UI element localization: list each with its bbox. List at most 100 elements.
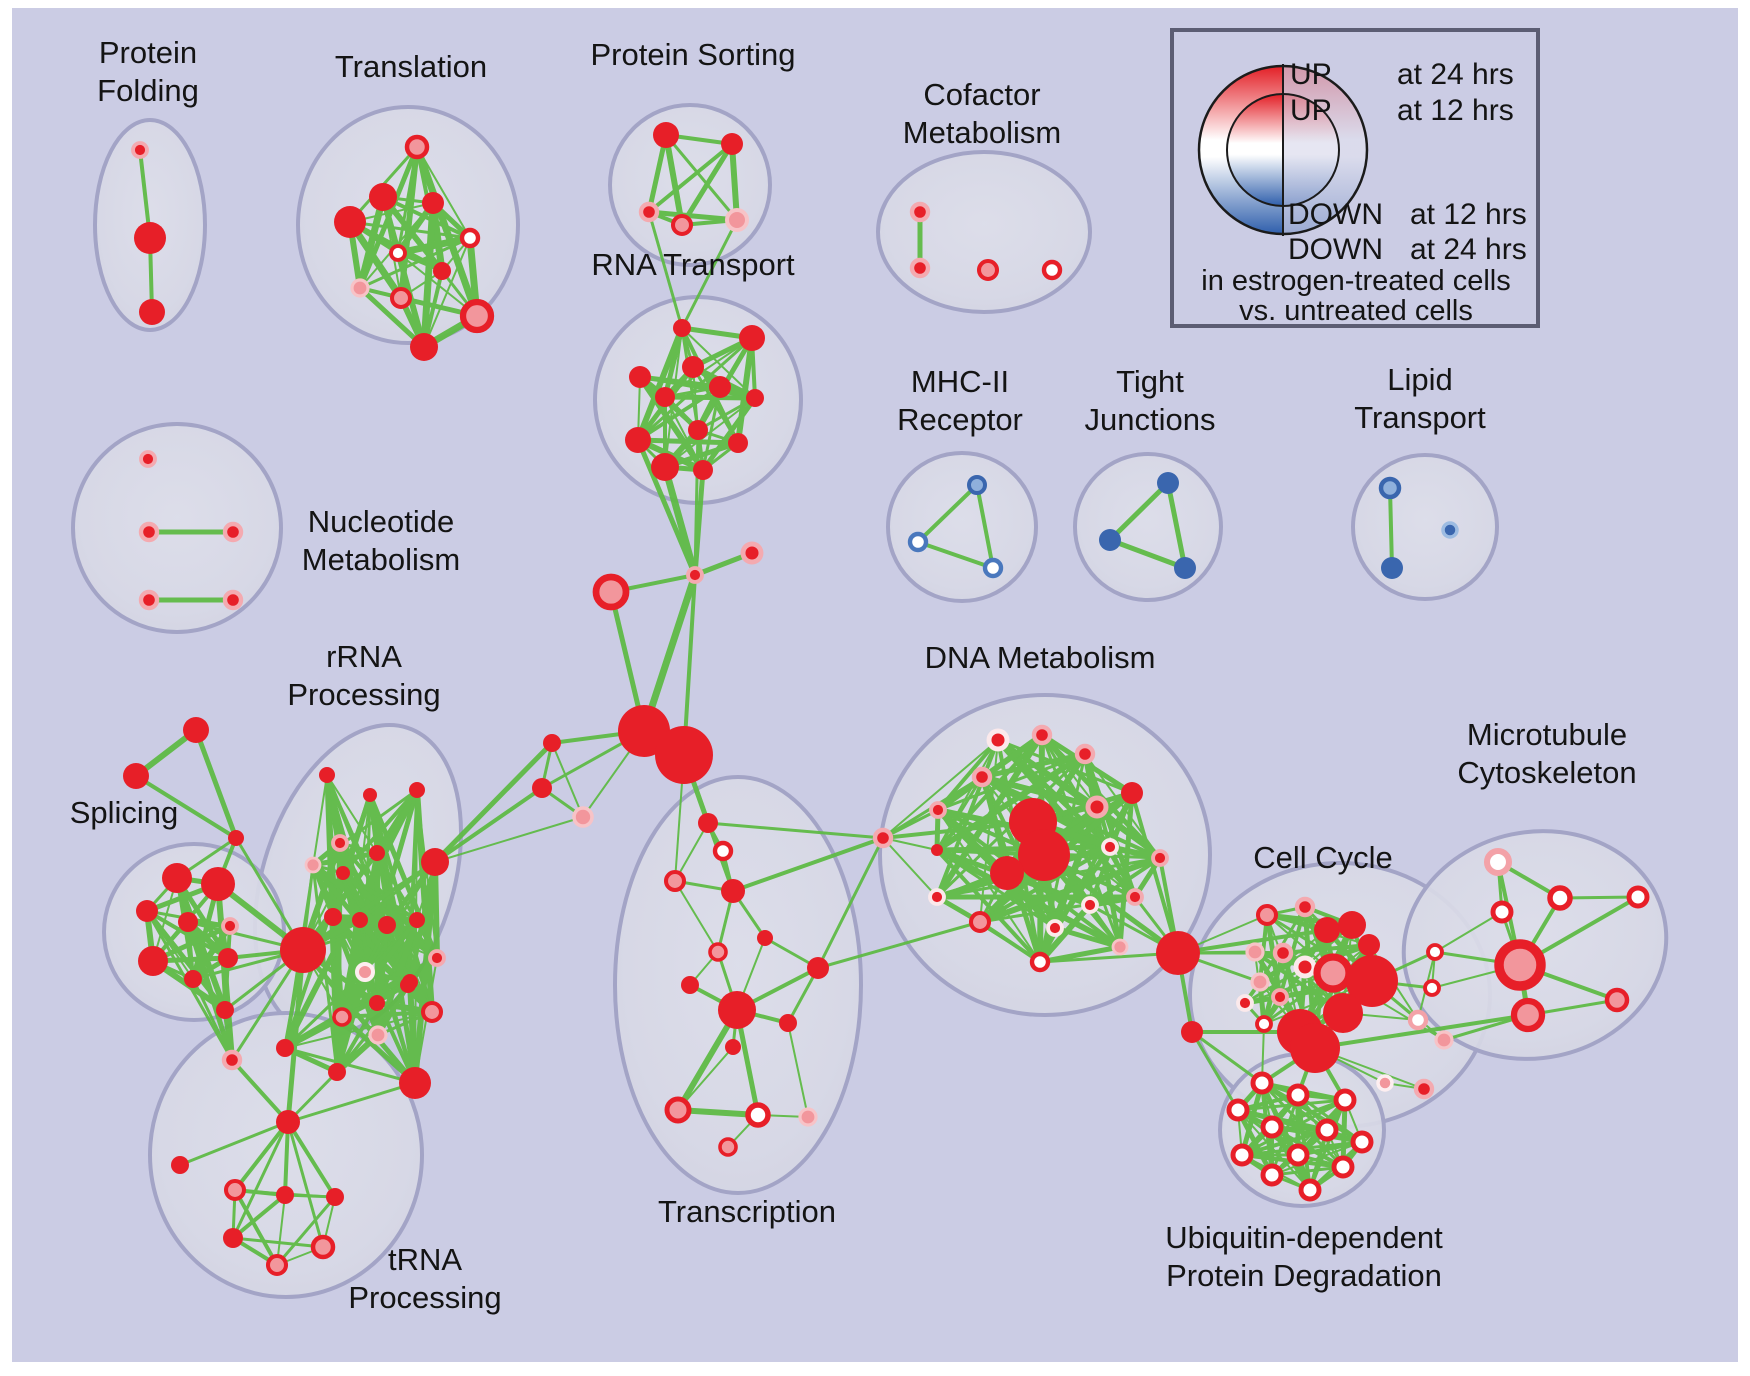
edge <box>706 821 885 840</box>
edge <box>978 845 1112 924</box>
gene-node <box>572 806 594 828</box>
gene-node <box>1346 955 1398 1007</box>
gene-node <box>1156 931 1200 975</box>
gene-node <box>139 450 157 468</box>
edge <box>729 141 740 223</box>
edge <box>700 395 758 473</box>
edge <box>1313 1013 1530 1050</box>
gene-node <box>986 728 1010 752</box>
gene-node <box>276 1186 294 1204</box>
gene-node <box>389 286 413 310</box>
cluster-ellipse-nucleotide-metabolism <box>71 422 283 634</box>
edge <box>881 820 1035 840</box>
gene-node <box>326 1188 344 1206</box>
gene-node <box>653 122 679 148</box>
gene-node <box>221 917 239 935</box>
edge <box>134 774 238 840</box>
gene-node <box>409 912 425 928</box>
gene-node <box>1099 529 1121 551</box>
gene-node <box>740 541 764 565</box>
edge <box>664 133 739 222</box>
gene-node <box>1121 782 1143 804</box>
edge <box>276 1194 286 1266</box>
edge <box>394 234 474 257</box>
edge <box>363 860 437 974</box>
gene-node <box>1286 1143 1310 1167</box>
gene-node <box>138 589 160 611</box>
edge <box>310 850 380 868</box>
edge <box>223 924 232 1012</box>
gene-node <box>139 299 165 325</box>
gene-node <box>1271 988 1289 1006</box>
gene-node <box>625 427 651 453</box>
edge <box>420 199 437 351</box>
edge <box>339 1014 418 1086</box>
legend: UP at 24 hrs UP at 12 hrs DOWN at 12 hrs… <box>1170 28 1540 328</box>
edge <box>635 437 741 446</box>
edge <box>881 808 940 840</box>
edge <box>1434 911 1503 953</box>
gene-node <box>725 208 749 232</box>
gene-node <box>421 848 449 876</box>
gene-node <box>779 1014 797 1032</box>
edge <box>286 1120 325 1249</box>
cluster-label-protein-folding: Folding <box>97 73 199 108</box>
gene-node <box>592 573 630 611</box>
gene-node <box>223 1228 243 1248</box>
legend-caption-line2: vs. untreated cells <box>1239 295 1473 327</box>
edge <box>1270 1165 1345 1177</box>
gene-node <box>682 356 704 378</box>
cluster-label-microtubule-cytoskeleton: Microtubule <box>1467 717 1627 752</box>
edge <box>1107 537 1188 571</box>
legend-row-dir: UP <box>1290 94 1332 127</box>
edge <box>357 285 427 350</box>
edge <box>1190 1030 1240 1112</box>
gene-node <box>971 766 993 788</box>
edge <box>283 1046 417 1085</box>
edge <box>285 947 306 1125</box>
gene-node <box>131 141 149 159</box>
gene-node <box>138 946 168 976</box>
gene-node <box>459 298 495 334</box>
edge <box>191 977 234 1062</box>
edge <box>1130 791 1180 955</box>
edge <box>1240 1128 1329 1157</box>
gene-node <box>336 866 350 880</box>
edge <box>412 859 438 1086</box>
gene-node <box>807 957 829 979</box>
edge <box>787 1022 809 1118</box>
gene-node <box>686 566 704 584</box>
edge <box>1243 965 1307 1005</box>
gene-node <box>721 879 745 903</box>
legend-donut-inner-left <box>1227 94 1283 206</box>
cluster-label-tight-junctions: Tight <box>1116 364 1184 399</box>
cluster-label-nucleotide-metabolism: Nucleotide <box>308 504 454 539</box>
edge <box>301 860 437 952</box>
legend-row-dir: UP <box>1290 58 1332 91</box>
edge <box>193 727 239 841</box>
cluster-ellipse-lipid-transport <box>1351 453 1499 601</box>
gene-node <box>389 244 407 262</box>
gene-node <box>1338 911 1366 939</box>
gene-node <box>543 734 561 752</box>
gene-node <box>739 325 765 351</box>
edge <box>340 1010 434 1019</box>
legend-updown-donut-icon <box>1197 64 1369 236</box>
gene-node <box>171 1156 189 1174</box>
edge <box>640 571 699 735</box>
cluster-label-cofactor-metabolism: Metabolism <box>903 115 1062 150</box>
gene-node <box>718 991 756 1029</box>
gene-node <box>718 1137 738 1157</box>
cluster-label-protein-sorting: Protein Sorting <box>590 37 795 72</box>
gene-node <box>1298 1178 1322 1202</box>
gene-node <box>409 782 425 798</box>
edge <box>637 374 706 473</box>
edge <box>1165 480 1188 571</box>
cluster-label-rna-transport: RNA Transport <box>591 247 795 282</box>
gene-node <box>1255 903 1279 927</box>
cluster-label-trna-processing: tRNA <box>388 1242 462 1277</box>
edge <box>233 1188 279 1267</box>
